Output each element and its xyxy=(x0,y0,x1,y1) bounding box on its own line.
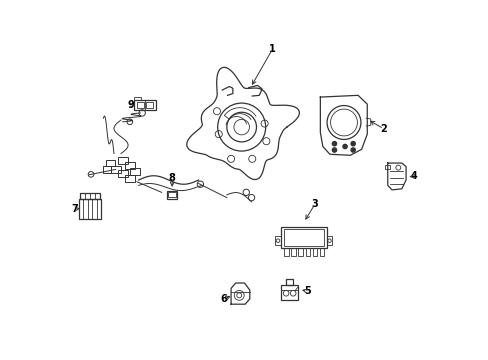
Text: 5: 5 xyxy=(304,286,310,296)
Bar xyxy=(298,248,303,256)
Bar xyxy=(166,191,177,199)
Bar xyxy=(285,279,293,285)
Bar xyxy=(134,97,141,100)
Bar xyxy=(102,166,111,172)
Bar xyxy=(137,102,143,108)
Bar xyxy=(326,237,332,245)
Text: 3: 3 xyxy=(311,199,318,209)
Bar xyxy=(134,100,155,110)
Bar xyxy=(106,160,114,166)
Text: 4: 4 xyxy=(409,171,416,181)
Text: 8: 8 xyxy=(168,172,175,183)
Text: 6: 6 xyxy=(220,294,227,304)
Bar xyxy=(280,227,326,248)
Bar xyxy=(384,165,389,170)
Bar xyxy=(118,157,127,164)
Bar xyxy=(79,199,101,219)
Bar xyxy=(124,175,135,183)
Bar xyxy=(281,285,298,300)
Bar xyxy=(319,248,324,256)
Bar xyxy=(284,248,288,256)
Bar xyxy=(124,162,135,170)
Bar xyxy=(146,102,153,108)
Bar xyxy=(283,229,323,246)
Circle shape xyxy=(342,144,346,149)
Bar xyxy=(118,170,127,177)
Text: 7: 7 xyxy=(72,204,79,214)
Circle shape xyxy=(350,148,355,152)
Bar xyxy=(312,248,317,256)
Text: 1: 1 xyxy=(269,44,276,54)
Bar xyxy=(111,166,121,173)
Circle shape xyxy=(350,141,355,146)
Circle shape xyxy=(332,148,336,152)
Circle shape xyxy=(332,141,336,146)
Text: 2: 2 xyxy=(380,124,386,134)
Bar xyxy=(275,237,280,245)
Text: 9: 9 xyxy=(127,100,134,110)
Bar xyxy=(291,248,295,256)
Bar xyxy=(305,248,309,256)
Bar xyxy=(130,168,140,175)
Bar xyxy=(80,193,100,199)
Bar xyxy=(168,192,176,197)
